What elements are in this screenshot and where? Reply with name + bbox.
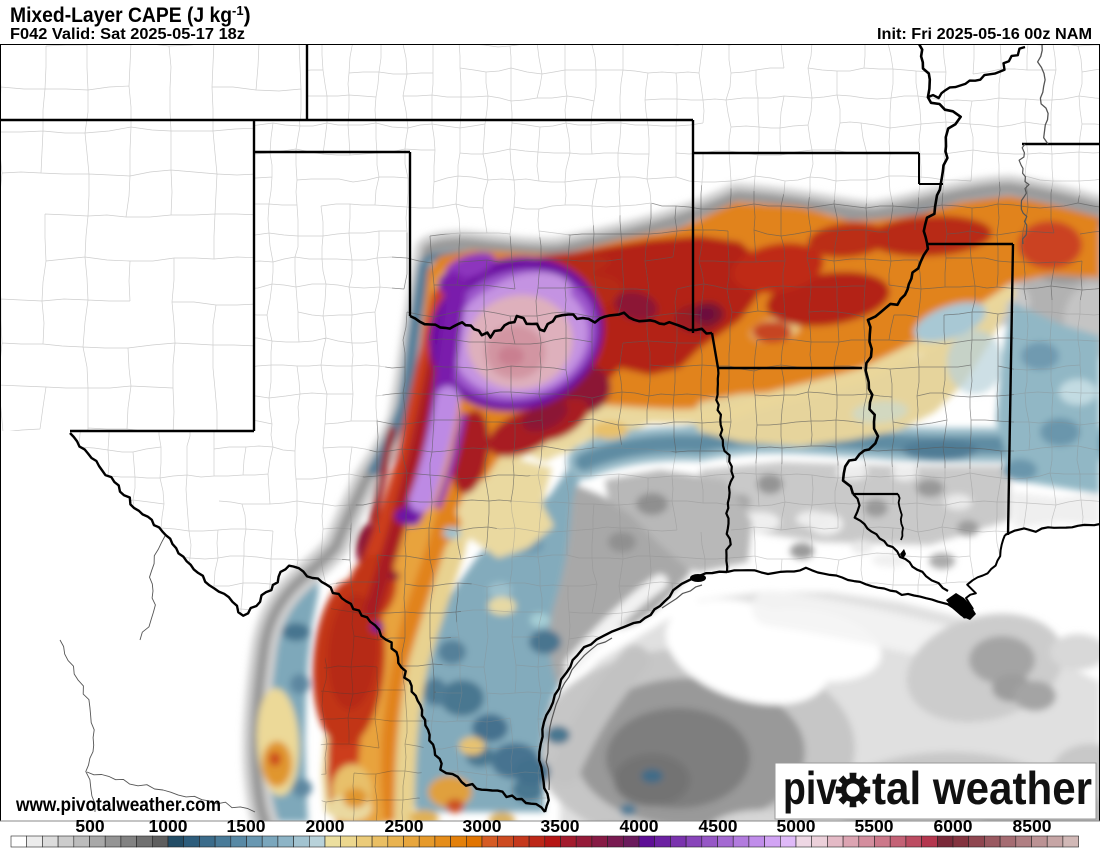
svg-text:1000: 1000	[149, 816, 188, 836]
svg-text:Mixed-Layer CAPE (J kg-1): Mixed-Layer CAPE (J kg-1)	[10, 3, 251, 27]
svg-text:6000: 6000	[934, 816, 973, 836]
svg-text:500: 500	[75, 816, 104, 836]
svg-text:2500: 2500	[385, 816, 424, 836]
svg-text:8500: 8500	[1013, 816, 1052, 836]
svg-text:1500: 1500	[227, 816, 266, 836]
svg-text:www.pivotalweather.com: www.pivotalweather.com	[15, 795, 221, 816]
svg-text:tal weather: tal weather	[872, 762, 1092, 814]
svg-text:3000: 3000	[463, 816, 502, 836]
svg-text:5500: 5500	[855, 816, 894, 836]
svg-text:piv: piv	[783, 762, 837, 814]
svg-text:3500: 3500	[541, 816, 580, 836]
svg-text:4000: 4000	[620, 816, 659, 836]
svg-text:5000: 5000	[777, 816, 816, 836]
svg-text:4500: 4500	[699, 816, 738, 836]
svg-text:2000: 2000	[306, 816, 345, 836]
svg-text:Init: Fri 2025-05-16 00z NAM: Init: Fri 2025-05-16 00z NAM	[877, 26, 1092, 43]
svg-text:F042 Valid: Sat 2025-05-17 18z: F042 Valid: Sat 2025-05-17 18z	[10, 26, 245, 43]
